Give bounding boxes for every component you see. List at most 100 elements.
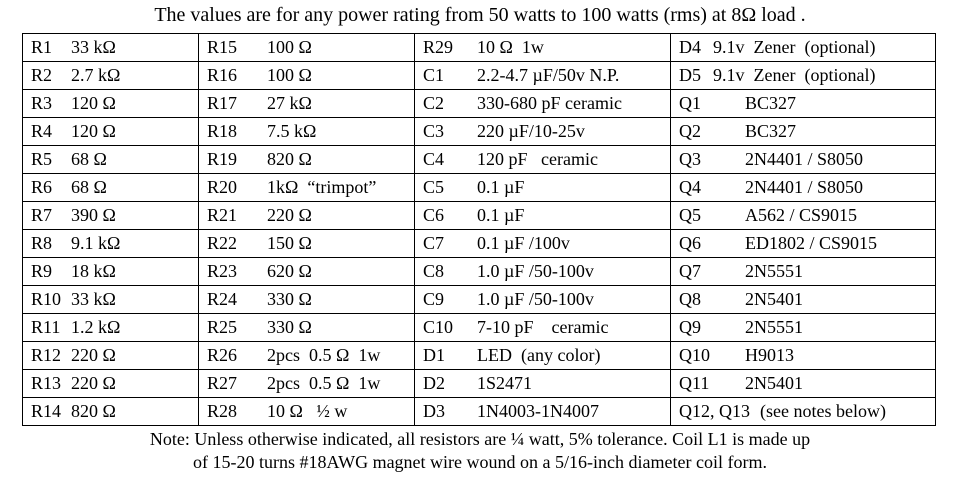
table-row: R12 220 Ω R26 2pcs 0.5 Ω 1w D1 LED (any color… (22, 341, 936, 370)
part-ref: Q4 (679, 177, 701, 197)
part-ref: D5 (679, 65, 701, 85)
part-value: 330-680 pF ceramic (477, 93, 622, 113)
table-body: R1 33 kΩ R15 100 Ω R29 10 Ω 1w D4 9.1v Zener (o… (22, 33, 936, 426)
part-value: 1N4003-1N4007 (477, 401, 599, 421)
part-ref: D2 (423, 373, 445, 393)
note-line: of 15-20 turns #18AWG magnet wire wound … (193, 452, 767, 472)
part-ref: D4 (679, 37, 701, 57)
table-cell: C1 2.2-4.7 µF/50v N.P. (414, 61, 671, 90)
part-value: ED1802 / CS9015 (745, 233, 878, 253)
part-value: 2N4401 / S8050 (745, 149, 864, 169)
part-value: 68 Ω (71, 149, 107, 169)
part-value: 120 pF ceramic (477, 149, 598, 169)
table-cell: Q10 H9013 (670, 341, 936, 370)
part-ref: R12 (31, 345, 62, 365)
table-cell: C2 330-680 pF ceramic (414, 89, 671, 118)
table-row: R7 390 Ω R21 220 Ω C6 0.1 µF Q5 A562 / CS9015 (22, 201, 936, 230)
part-value: 27 kΩ (267, 93, 312, 113)
part-value: 2.7 kΩ (71, 65, 121, 85)
table-cell: R18 7.5 kΩ (198, 117, 415, 146)
part-value: (see notes below) (760, 401, 886, 421)
part-ref: R13 (31, 373, 62, 393)
part-ref: Q8 (679, 289, 701, 309)
table-cell: R29 10 Ω 1w (414, 33, 671, 62)
part-ref: C4 (423, 149, 445, 169)
table-cell: R28 10 Ω ½ w (198, 397, 415, 426)
part-ref: R23 (207, 261, 238, 281)
table-cell: Q2 BC327 (670, 117, 936, 146)
table-cell: C6 0.1 µF (414, 201, 671, 230)
table-cell: R12 220 Ω (22, 341, 199, 370)
table-cell: R7 390 Ω (22, 201, 199, 230)
part-value: 220 Ω (71, 345, 116, 365)
part-value: 330 Ω (267, 289, 312, 309)
part-ref: R17 (207, 93, 238, 113)
part-ref: D1 (423, 345, 445, 365)
part-ref: Q3 (679, 149, 701, 169)
table-cell: R11 1.2 kΩ (22, 313, 199, 342)
part-ref: R19 (207, 149, 238, 169)
table-cell: R16 100 Ω (198, 61, 415, 90)
part-ref: Q5 (679, 205, 701, 225)
table-cell: R13 220 Ω (22, 369, 199, 398)
table-cell: Q4 2N4401 / S8050 (670, 173, 936, 202)
part-ref: C7 (423, 233, 445, 253)
table-cell: C5 0.1 µF (414, 173, 671, 202)
part-value: 9.1v Zener (optional) (713, 37, 876, 57)
part-ref: R22 (207, 233, 238, 253)
part-ref: R1 (31, 37, 53, 57)
part-value: 1.2 kΩ (71, 317, 121, 337)
part-ref: Q6 (679, 233, 701, 253)
table-cell: C4 120 pF ceramic (414, 145, 671, 174)
table-row: R1 33 kΩ R15 100 Ω R29 10 Ω 1w D4 9.1v Zener (o… (22, 33, 936, 62)
parts-table: R1 33 kΩ R15 100 Ω R29 10 Ω 1w D4 9.1v Zener (o… (22, 33, 936, 426)
table-cell: R15 100 Ω (198, 33, 415, 62)
table-cell: R3 120 Ω (22, 89, 199, 118)
table-row: R5 68 Ω R19 820 Ω C4 120 pF ceramic Q3 2N4401 /… (22, 145, 936, 174)
table-row: R13 220 Ω R27 2pcs 0.5 Ω 1w D2 1S2471 Q11 2N540… (22, 369, 936, 398)
part-value: 2pcs 0.5 Ω 1w (267, 345, 381, 365)
part-value: 120 Ω (71, 121, 116, 141)
part-ref: R4 (31, 121, 53, 141)
part-ref: R26 (207, 345, 238, 365)
part-ref: R9 (31, 261, 53, 281)
table-cell: D4 9.1v Zener (optional) (670, 33, 936, 62)
table-cell: R17 27 kΩ (198, 89, 415, 118)
part-ref: C2 (423, 93, 445, 113)
table-cell: Q11 2N5401 (670, 369, 936, 398)
table-cell: R2 2.7 kΩ (22, 61, 199, 90)
part-value: 220 Ω (267, 205, 312, 225)
table-cell: R19 820 Ω (198, 145, 415, 174)
note-line: Note: Unless otherwise indicated, all re… (149, 429, 811, 449)
part-ref: Q11 (679, 373, 710, 393)
part-value: 7-10 pF ceramic (477, 317, 609, 337)
part-value: 9.1 kΩ (71, 233, 121, 253)
part-value: 2pcs 0.5 Ω 1w (267, 373, 381, 393)
table-cell: R25 330 Ω (198, 313, 415, 342)
part-ref: R8 (31, 233, 53, 253)
table-cell: Q12, Q13 (see notes below) (670, 397, 936, 426)
part-ref: R10 (31, 289, 62, 309)
part-ref: R5 (31, 149, 53, 169)
title: The values are for any power rating from… (154, 4, 806, 26)
table-cell: R5 68 Ω (22, 145, 199, 174)
part-value: 10 Ω ½ w (267, 401, 348, 421)
part-ref: R24 (207, 289, 238, 309)
part-value: 2.2-4.7 µF/50v N.P. (477, 65, 620, 85)
table-cell: C8 1.0 µF /50-100v (414, 257, 671, 286)
table-cell: R23 620 Ω (198, 257, 415, 286)
part-value: 18 kΩ (71, 261, 116, 281)
part-value: 100 Ω (267, 37, 312, 57)
part-value: 2N4401 / S8050 (745, 177, 864, 197)
table-cell: R8 9.1 kΩ (22, 229, 199, 258)
part-ref: C1 (423, 65, 445, 85)
part-value: 9.1v Zener (optional) (713, 65, 876, 85)
part-value: 68 Ω (71, 177, 107, 197)
part-ref: R15 (207, 37, 238, 57)
part-value: 820 Ω (71, 401, 116, 421)
table-cell: D1 LED (any color) (414, 341, 671, 370)
table-cell: R20 1kΩ “trimpot” (198, 173, 415, 202)
table-row: R2 2.7 kΩ R16 100 Ω C1 2.2-4.7 µF/50v N.P. D5 9… (22, 61, 936, 90)
part-value: 33 kΩ (71, 289, 116, 309)
